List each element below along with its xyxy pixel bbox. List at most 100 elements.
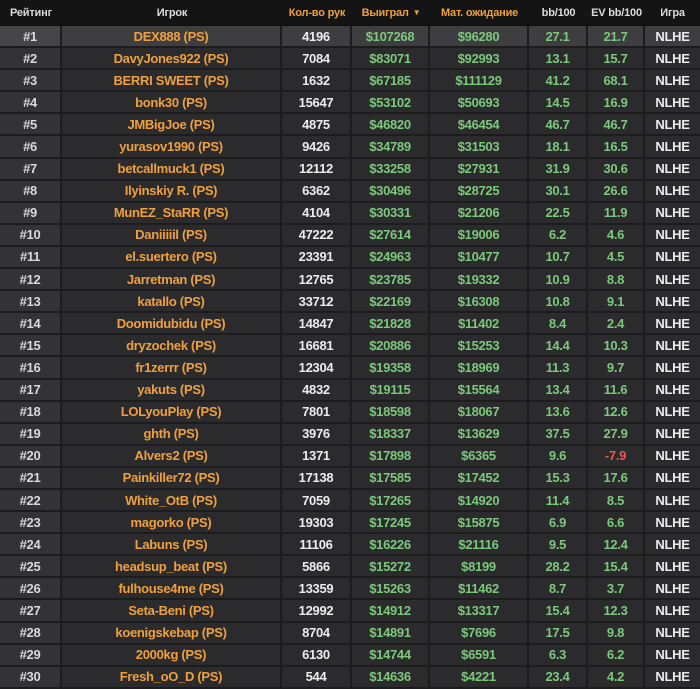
player-name-link[interactable]: yurasov1990 (PS) [62, 136, 282, 157]
player-name-link[interactable]: Jarretman (PS) [62, 269, 282, 290]
expectation-cell: $111129 [430, 70, 529, 91]
column-header-label: EV bb/100 [591, 6, 642, 19]
table-row: #27 Seta-Beni (PS) 12992 $14912 $13317 1… [0, 600, 700, 623]
player-name-link[interactable]: Ilyinskiy R. (PS) [62, 180, 282, 201]
table-row: #15 dryzochek (PS) 16681 $20886 $15253 1… [0, 335, 700, 358]
hands-count-cell: 4875 [282, 114, 352, 135]
column-header-hands[interactable]: Кол-во рук [282, 0, 352, 25]
game-type-cell: NLHE [655, 50, 690, 66]
player-name-link[interactable]: MunEZ_StaRR (PS) [62, 202, 282, 223]
ev-bb100-cell: 12.6 [588, 401, 645, 422]
hands-count-cell: 5866 [282, 556, 352, 577]
game-type-cell: NLHE [655, 249, 690, 265]
player-name-link[interactable]: Alvers2 (PS) [62, 445, 282, 466]
ev-bb100-cell: 8.8 [588, 269, 645, 290]
table-row: #25 headsup_beat (PS) 5866 $15272 $8199 … [0, 556, 700, 579]
player-name-link[interactable]: BERRI SWEET (PS) [62, 70, 282, 91]
player-name-link[interactable]: yakuts (PS) [62, 379, 282, 400]
won-amount-cell: $23785 [352, 269, 430, 290]
rank-cell: #6 [0, 136, 62, 157]
expectation-cell: $15875 [430, 512, 529, 533]
rank-cell: #22 [0, 489, 62, 511]
player-name-link[interactable]: LOLyouPlay (PS) [62, 401, 282, 422]
hands-count-cell: 6362 [282, 180, 352, 201]
player-name-link[interactable]: ghth (PS) [62, 423, 282, 444]
hands-count-cell: 23391 [282, 246, 352, 268]
bb100-cell: 23.4 [529, 666, 588, 687]
hands-count-cell: 544 [282, 666, 352, 687]
expectation-cell: $10477 [430, 246, 529, 268]
expectation-cell: $92993 [430, 48, 529, 69]
player-name-link[interactable]: headsup_beat (PS) [62, 556, 282, 577]
game-type-cell: NLHE [655, 492, 690, 508]
game-type-cell: NLHE [655, 205, 690, 221]
hands-count-cell: 4104 [282, 202, 352, 223]
column-header-won[interactable]: Выиграл ▼ [352, 0, 430, 25]
won-amount-cell: $67185 [352, 70, 430, 91]
rank-cell: #13 [0, 291, 62, 312]
player-name-link[interactable]: dryzochek (PS) [62, 335, 282, 356]
bb100-cell: 11.4 [529, 489, 588, 511]
player-name-link[interactable]: magorko (PS) [62, 512, 282, 533]
hands-count-cell: 1632 [282, 70, 352, 91]
expectation-cell: $19006 [430, 224, 529, 245]
player-name-link[interactable]: fulhouse4me (PS) [62, 578, 282, 599]
player-name-link[interactable]: katallo (PS) [62, 291, 282, 312]
player-name-link[interactable]: Doomidubidu (PS) [62, 313, 282, 334]
table-row: #18 LOLyouPlay (PS) 7801 $18598 $18067 1… [0, 401, 700, 424]
expectation-cell: $31503 [430, 136, 529, 157]
expectation-cell: $4221 [430, 666, 529, 687]
won-amount-cell: $14744 [352, 644, 430, 665]
rank-cell: #18 [0, 401, 62, 422]
expectation-cell: $18969 [430, 357, 529, 378]
player-name-link[interactable]: Painkiller72 (PS) [62, 467, 282, 488]
bb100-cell: 31.9 [529, 158, 588, 179]
ev-bb100-cell: 8.5 [588, 489, 645, 511]
hands-count-cell: 12112 [282, 158, 352, 179]
bb100-cell: 6.9 [529, 512, 588, 533]
player-name-link[interactable]: Seta-Beni (PS) [62, 600, 282, 621]
rank-cell: #23 [0, 512, 62, 533]
bb100-cell: 28.2 [529, 556, 588, 577]
player-name-link[interactable]: DEX888 (PS) [62, 26, 282, 47]
hands-count-cell: 6130 [282, 644, 352, 665]
ev-bb100-cell: 46.7 [588, 114, 645, 135]
column-header-game[interactable]: Игра [645, 0, 700, 25]
player-name-link[interactable]: White_OtB (PS) [62, 489, 282, 511]
player-name-link[interactable]: 2000kg (PS) [62, 644, 282, 665]
player-name-link[interactable]: Daniiiiil (PS) [62, 224, 282, 245]
ev-bb100-cell: 3.7 [588, 578, 645, 599]
ev-bb100-cell: 6.6 [588, 512, 645, 533]
player-name-link[interactable]: DavyJones922 (PS) [62, 48, 282, 69]
hands-count-cell: 33712 [282, 291, 352, 312]
hands-count-cell: 8704 [282, 622, 352, 643]
player-name-link[interactable]: betcallmuck1 (PS) [62, 158, 282, 179]
player-name-link[interactable]: fr1zerrr (PS) [62, 357, 282, 378]
table-row: #7 betcallmuck1 (PS) 12112 $33258 $27931… [0, 158, 700, 181]
column-header-bb100[interactable]: bb/100 [529, 0, 588, 25]
column-header-ev-bb100[interactable]: EV bb/100 [588, 0, 645, 25]
column-header-player[interactable]: Игрок [62, 0, 282, 25]
column-header-rank[interactable]: Рейтинг [0, 0, 62, 25]
hands-count-cell: 12304 [282, 357, 352, 378]
game-type-cell: NLHE [655, 669, 690, 685]
hands-count-cell: 7801 [282, 401, 352, 422]
rank-cell: #21 [0, 467, 62, 488]
expectation-cell: $18067 [430, 401, 529, 422]
player-name-link[interactable]: Labuns (PS) [62, 534, 282, 555]
expectation-cell: $7696 [430, 622, 529, 643]
player-name-link[interactable]: bonk30 (PS) [62, 92, 282, 113]
rank-cell: #10 [0, 224, 62, 245]
player-name-link[interactable]: el.suertero (PS) [62, 246, 282, 268]
hands-count-cell: 15647 [282, 92, 352, 113]
table-row: #26 fulhouse4me (PS) 13359 $15263 $11462… [0, 578, 700, 601]
bb100-cell: 14.4 [529, 335, 588, 356]
column-header-expectation[interactable]: Мат. ожидание [430, 0, 529, 25]
player-name-link[interactable]: JMBigJoe (PS) [62, 114, 282, 135]
hands-count-cell: 11106 [282, 534, 352, 555]
bb100-cell: 15.4 [529, 600, 588, 621]
won-amount-cell: $15272 [352, 556, 430, 577]
player-name-link[interactable]: Fresh_oO_D (PS) [62, 666, 282, 687]
player-name-link[interactable]: koenigskebap (PS) [62, 622, 282, 643]
won-amount-cell: $34789 [352, 136, 430, 157]
